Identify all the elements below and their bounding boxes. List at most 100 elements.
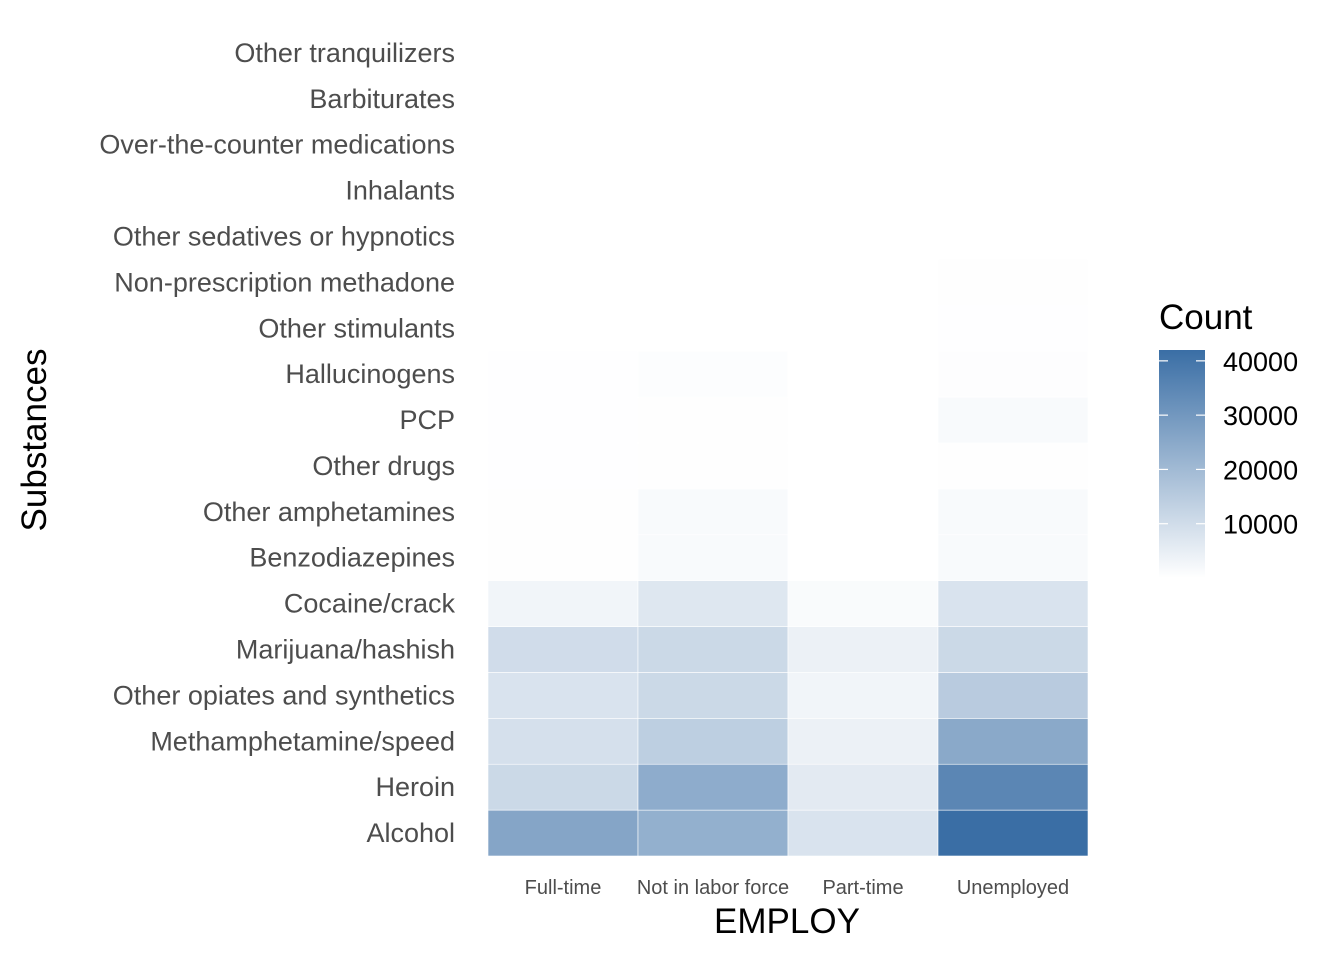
cell-heroin-unemployed xyxy=(937,763,1089,811)
y-axis-title: Substances xyxy=(15,349,54,532)
cell-alcohol-not-in-labor-force xyxy=(637,809,789,857)
legend-colorbar xyxy=(1159,350,1205,578)
cell-cocaine-crack-unemployed xyxy=(937,580,1089,627)
cell-other-tranquilizers-full-time xyxy=(487,29,639,77)
cell-pcp-full-time xyxy=(487,396,639,444)
cell-hallucinogens-full-time xyxy=(487,350,639,398)
cell-non-prescription-methadone-part-time xyxy=(787,259,939,306)
cell-over-the-counter-medications-part-time xyxy=(787,121,939,168)
cell-barbiturates-unemployed xyxy=(937,75,1089,123)
cell-alcohol-unemployed xyxy=(937,809,1089,857)
cell-barbiturates-not-in-labor-force xyxy=(637,75,789,123)
legend-tick-label: 40000 xyxy=(1223,347,1298,377)
cell-other-amphetamines-full-time xyxy=(487,488,639,536)
cell-other-stimulants-unemployed xyxy=(937,305,1089,352)
cell-heroin-full-time xyxy=(487,763,639,811)
cell-other-tranquilizers-not-in-labor-force xyxy=(637,29,789,77)
cell-other-drugs-part-time xyxy=(787,442,939,490)
cell-cocaine-crack-full-time xyxy=(487,580,639,627)
cell-marijuana-hashish-not-in-labor-force xyxy=(637,626,789,673)
cell-methamphetamine-speed-part-time xyxy=(787,718,939,765)
x-tick-label: Full-time xyxy=(525,877,602,899)
cell-other-stimulants-full-time xyxy=(487,305,639,352)
cell-hallucinogens-part-time xyxy=(787,350,939,398)
cell-other-amphetamines-not-in-labor-force xyxy=(637,488,789,536)
cell-hallucinogens-not-in-labor-force xyxy=(637,350,789,398)
cell-other-sedatives-or-hypnotics-not-in-labor-force xyxy=(637,213,789,260)
cell-non-prescription-methadone-full-time xyxy=(487,259,639,306)
y-tick-label: Methamphetamine/speed xyxy=(150,726,455,756)
y-tick-label: Inhalants xyxy=(345,176,455,206)
cell-benzodiazepines-unemployed xyxy=(937,534,1089,581)
cell-benzodiazepines-part-time xyxy=(787,534,939,581)
x-axis-title: EMPLOY xyxy=(714,902,860,941)
cell-over-the-counter-medications-not-in-labor-force xyxy=(637,121,789,168)
legend-tick-label: 30000 xyxy=(1223,401,1298,431)
legend-tick-label: 20000 xyxy=(1223,455,1298,485)
legend: Count 10000 20000 30000 40000 xyxy=(1159,298,1298,578)
y-tick-label: Other drugs xyxy=(312,451,455,481)
cell-non-prescription-methadone-not-in-labor-force xyxy=(637,259,789,306)
heatmap-cells xyxy=(487,29,1089,857)
cell-pcp-unemployed xyxy=(937,396,1089,444)
cell-inhalants-unemployed xyxy=(937,167,1089,214)
cell-alcohol-part-time xyxy=(787,809,939,857)
y-axis-ticks: Alcohol Heroin Methamphetamine/speed Other … xyxy=(99,38,455,848)
cell-inhalants-part-time xyxy=(787,167,939,214)
cell-other-sedatives-or-hypnotics-full-time xyxy=(487,213,639,260)
y-tick-label: Hallucinogens xyxy=(285,359,455,389)
y-tick-label: PCP xyxy=(399,405,455,435)
cell-non-prescription-methadone-unemployed xyxy=(937,259,1089,306)
y-tick-label: Alcohol xyxy=(366,818,455,848)
cell-marijuana-hashish-full-time xyxy=(487,626,639,673)
cell-other-stimulants-part-time xyxy=(787,305,939,352)
y-tick-label: Marijuana/hashish xyxy=(236,635,455,665)
cell-other-stimulants-not-in-labor-force xyxy=(637,305,789,352)
cell-cocaine-crack-not-in-labor-force xyxy=(637,580,789,627)
cell-alcohol-full-time xyxy=(487,809,639,857)
x-tick-label: Unemployed xyxy=(957,877,1069,899)
cell-other-amphetamines-unemployed xyxy=(937,488,1089,536)
cell-marijuana-hashish-unemployed xyxy=(937,626,1089,673)
y-tick-label: Over-the-counter medications xyxy=(99,130,455,160)
y-tick-label: Other amphetamines xyxy=(203,497,455,527)
cell-benzodiazepines-not-in-labor-force xyxy=(637,534,789,581)
cell-heroin-part-time xyxy=(787,763,939,811)
cell-inhalants-full-time xyxy=(487,167,639,214)
legend-title: Count xyxy=(1159,298,1253,337)
cell-benzodiazepines-full-time xyxy=(487,534,639,581)
y-tick-label: Benzodiazepines xyxy=(249,543,455,573)
y-tick-label: Non-prescription methadone xyxy=(114,267,455,297)
cell-cocaine-crack-part-time xyxy=(787,580,939,627)
cell-other-amphetamines-part-time xyxy=(787,488,939,536)
cell-other-drugs-unemployed xyxy=(937,442,1089,490)
cell-over-the-counter-medications-full-time xyxy=(487,121,639,168)
cell-methamphetamine-speed-not-in-labor-force xyxy=(637,718,789,765)
cell-over-the-counter-medications-unemployed xyxy=(937,121,1089,168)
y-tick-label: Other stimulants xyxy=(258,313,455,343)
cell-barbiturates-full-time xyxy=(487,75,639,123)
cell-other-opiates-and-synthetics-unemployed xyxy=(937,672,1089,719)
cell-other-tranquilizers-unemployed xyxy=(937,29,1089,77)
cell-other-sedatives-or-hypnotics-unemployed xyxy=(937,213,1089,260)
x-tick-label: Not in labor force xyxy=(637,877,789,899)
y-tick-label: Other tranquilizers xyxy=(234,38,455,68)
cell-other-drugs-not-in-labor-force xyxy=(637,442,789,490)
cell-marijuana-hashish-part-time xyxy=(787,626,939,673)
cell-other-sedatives-or-hypnotics-part-time xyxy=(787,213,939,260)
cell-other-tranquilizers-part-time xyxy=(787,29,939,77)
cell-other-opiates-and-synthetics-full-time xyxy=(487,672,639,719)
cell-pcp-not-in-labor-force xyxy=(637,396,789,444)
y-tick-label: Barbiturates xyxy=(309,84,455,114)
y-tick-label: Other opiates and synthetics xyxy=(113,680,455,710)
cell-hallucinogens-unemployed xyxy=(937,350,1089,398)
cell-other-opiates-and-synthetics-not-in-labor-force xyxy=(637,672,789,719)
cell-pcp-part-time xyxy=(787,396,939,444)
cell-other-drugs-full-time xyxy=(487,442,639,490)
y-tick-label: Other sedatives or hypnotics xyxy=(113,222,455,252)
cell-methamphetamine-speed-full-time xyxy=(487,718,639,765)
cell-methamphetamine-speed-unemployed xyxy=(937,718,1089,765)
cell-barbiturates-part-time xyxy=(787,75,939,123)
y-tick-label: Cocaine/crack xyxy=(284,589,456,619)
